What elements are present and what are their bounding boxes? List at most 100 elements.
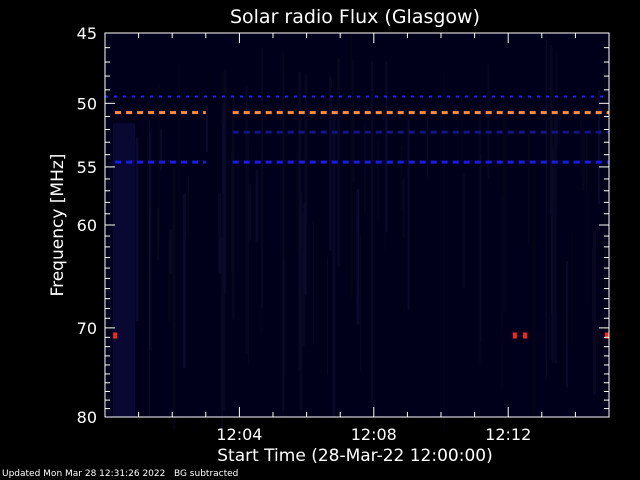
noise-streak xyxy=(302,213,306,346)
band-dash xyxy=(606,130,609,134)
band-dash xyxy=(364,111,371,115)
band-dash xyxy=(331,160,338,164)
band-dash xyxy=(203,111,206,115)
band-dash xyxy=(159,111,166,115)
band-dash xyxy=(496,160,503,164)
noise-streak xyxy=(501,194,504,390)
band-dash xyxy=(562,160,569,164)
band-dash xyxy=(249,95,252,98)
band-dash xyxy=(582,95,585,98)
band-dash xyxy=(287,111,294,115)
band-dash xyxy=(551,130,558,134)
band-dash xyxy=(540,130,547,134)
band-dash xyxy=(309,130,316,134)
band-dash xyxy=(518,160,525,164)
band-dash xyxy=(510,95,513,98)
noise-streaks xyxy=(108,33,607,433)
noise-streak xyxy=(157,207,159,260)
band-dash xyxy=(243,160,250,164)
band-dash xyxy=(386,160,393,164)
noise-streak xyxy=(205,105,208,152)
noise-streak xyxy=(248,184,252,241)
band-dash xyxy=(551,160,558,164)
noise-streak xyxy=(168,239,172,322)
band-dash xyxy=(584,160,591,164)
band-dash xyxy=(496,111,503,115)
band-dash xyxy=(126,111,133,115)
band-dash xyxy=(555,95,558,98)
band-dash xyxy=(564,95,567,98)
band-dash xyxy=(384,95,387,98)
band-dash xyxy=(137,160,144,164)
band-dash xyxy=(485,160,492,164)
band-dash xyxy=(243,130,250,134)
noise-streak xyxy=(461,89,463,167)
noise-streak xyxy=(385,61,388,233)
band-dash xyxy=(430,111,437,115)
noise-streak xyxy=(337,57,341,267)
x-tick-label: 12:12 xyxy=(485,425,531,444)
noise-streak xyxy=(328,76,332,251)
band-dash xyxy=(321,95,324,98)
noise-streak xyxy=(443,72,445,433)
band-dash xyxy=(375,130,382,134)
noise-streak xyxy=(282,258,285,412)
band-dash xyxy=(115,111,122,115)
noise-streak xyxy=(182,193,186,368)
noise-streak xyxy=(354,97,355,284)
noise-streak xyxy=(179,59,181,210)
y-tick-label: 55 xyxy=(77,158,97,177)
band-dash xyxy=(496,130,503,134)
noise-streak xyxy=(255,170,259,243)
band-dash xyxy=(339,95,342,98)
band-dash xyxy=(348,95,351,98)
band-dash xyxy=(364,130,371,134)
band-dash xyxy=(114,95,117,98)
band-dash xyxy=(309,160,316,164)
band-dash xyxy=(408,130,415,134)
band-dash xyxy=(518,111,525,115)
noise-streak xyxy=(220,237,223,429)
band-dash xyxy=(243,111,250,115)
noise-streak xyxy=(407,119,410,310)
band-dash xyxy=(342,111,349,115)
band-dash xyxy=(393,95,396,98)
noise-streak xyxy=(604,68,607,331)
noise-streak xyxy=(586,134,588,305)
emission-spot xyxy=(512,332,517,339)
band-dash xyxy=(507,111,514,115)
noise-streak xyxy=(377,139,379,220)
band-dash xyxy=(386,111,393,115)
x-axis-label: Start Time (28-Mar-22 12:00:00) xyxy=(217,446,492,466)
band-dash xyxy=(195,95,198,98)
band-dash xyxy=(408,111,415,115)
band-dash xyxy=(203,160,206,164)
y-tick-label: 80 xyxy=(77,408,97,427)
band-dash xyxy=(320,160,327,164)
band-dash xyxy=(474,111,481,115)
band-dash xyxy=(254,111,261,115)
band-dash xyxy=(364,160,371,164)
band-dash xyxy=(537,95,540,98)
noise-streak xyxy=(591,247,595,322)
band-dash xyxy=(573,95,576,98)
band-dash xyxy=(584,111,591,115)
noise-streak xyxy=(146,75,148,214)
band-dash xyxy=(204,95,207,98)
band-dash xyxy=(595,130,602,134)
band-dash xyxy=(456,95,459,98)
band-dash xyxy=(501,95,504,98)
band-dash xyxy=(528,95,531,98)
band-dash xyxy=(285,95,288,98)
band-dash xyxy=(573,160,580,164)
noise-streak xyxy=(566,261,568,388)
band-dash xyxy=(265,111,272,115)
noise-streak xyxy=(248,136,249,366)
noise-streak xyxy=(350,33,353,299)
y-tick-label: 60 xyxy=(77,216,97,235)
band-dash xyxy=(287,130,294,134)
noise-streak xyxy=(157,84,160,247)
band-dash xyxy=(441,111,448,115)
x-tick-label: 12:08 xyxy=(351,425,397,444)
